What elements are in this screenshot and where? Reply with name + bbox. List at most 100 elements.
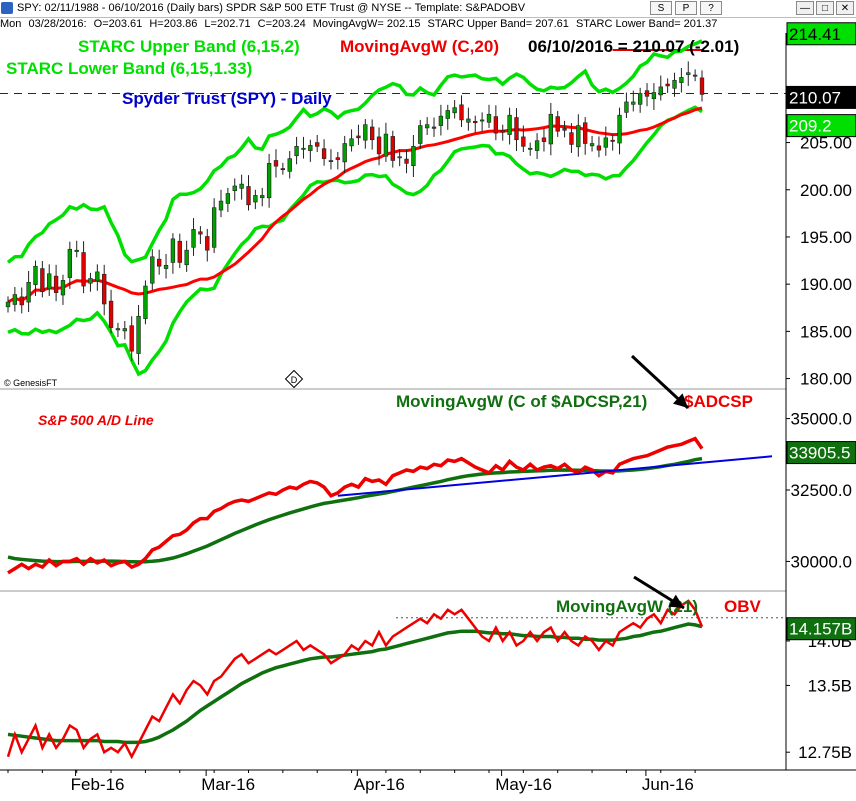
candle-body (569, 132, 574, 145)
obv-last-value-label-box (786, 617, 856, 641)
readout-day: Mon (0, 18, 22, 30)
candle-body (5, 301, 11, 308)
candle-body (88, 278, 93, 284)
candle-body (260, 195, 265, 199)
candle-body (47, 273, 52, 290)
candle-body (143, 285, 148, 319)
last-price-value-label: 210.07 (789, 88, 841, 107)
candle-body (679, 77, 684, 83)
candle-body (335, 157, 340, 160)
candle-body (665, 83, 670, 87)
candle-body (294, 146, 299, 157)
y-tick-label: 32500.0 (791, 481, 852, 500)
legend-upper-band: STARC Upper Band (6,15,2) (78, 37, 300, 56)
candle-body (631, 101, 636, 105)
lower-band-value-label: 209.2 (789, 117, 832, 136)
candle-body (486, 113, 492, 123)
x-tick-label: Apr-16 (354, 775, 405, 794)
candle-body (514, 117, 519, 141)
candle-body (459, 104, 464, 121)
candle-body (541, 137, 547, 142)
p-button[interactable]: P (675, 1, 697, 15)
candle-body (321, 148, 327, 159)
readout-high: H=203.86 (149, 18, 198, 30)
ad-arrow (630, 354, 690, 410)
upper-band-value-label: 214.41 (789, 25, 841, 44)
x-axis: Feb-16 Mar-16 Apr-16 May-16 Jun-16 (0, 769, 856, 794)
candle-body (349, 138, 354, 147)
candle-body (603, 137, 608, 148)
candle-body (610, 139, 615, 142)
candle-body (342, 143, 347, 163)
x-tick-label: Jun-16 (642, 775, 694, 794)
candle-body (576, 125, 581, 148)
candle-body (356, 135, 361, 139)
candle-body (583, 122, 588, 144)
candle-body (67, 248, 73, 278)
ad-line-panel (7, 436, 773, 575)
obv-moving-average-line (7, 622, 703, 745)
candle-body (438, 115, 444, 126)
y-tick-label: 12.75B (798, 743, 852, 762)
candle-body (507, 114, 512, 135)
y-tick-label: 30000.0 (791, 552, 852, 571)
candle-body (445, 110, 450, 119)
candle-body (617, 114, 622, 144)
maximize-button[interactable]: □ (816, 1, 834, 15)
arrow-head (668, 594, 684, 608)
minimize-button[interactable]: — (796, 1, 814, 15)
candle-body (33, 265, 38, 285)
window-title: SPY: 02/11/1988 - 06/10/2016 (Daily bars… (17, 2, 526, 14)
candle-body (218, 200, 224, 211)
candle-body (534, 140, 540, 151)
candle-body (363, 124, 368, 141)
candle-body (136, 315, 141, 354)
candle-body (370, 126, 375, 141)
legend-obv: OBV (724, 597, 762, 616)
candle-body (19, 296, 24, 306)
candle-body (170, 238, 176, 263)
data-readout-bar: Mon 03/28/2016: O=203.61 H=203.86 L=202.… (0, 18, 856, 32)
candle-body (699, 77, 705, 95)
candle-body (637, 93, 643, 105)
candle-body (624, 101, 629, 113)
genesis-watermark: © GenesisFT (4, 378, 58, 388)
chart-labels: STARC Upper Band (6,15,2) MovingAvgW (C,… (4, 37, 762, 616)
candle-body (122, 328, 127, 332)
candle-body (211, 207, 217, 248)
candle-body (431, 126, 437, 129)
candle-body (198, 231, 203, 235)
readout-open: O=203.61 (93, 18, 143, 30)
s-button[interactable]: S (650, 1, 672, 15)
arrow-head (672, 393, 688, 408)
candle-body (12, 294, 18, 305)
close-button[interactable]: ✕ (836, 1, 854, 15)
candle-body (287, 158, 292, 172)
last-price-value-label-box (786, 85, 856, 109)
candle-body (686, 72, 691, 75)
candle-body (177, 240, 182, 263)
candle-body (411, 146, 416, 166)
legend-moving-avg: MovingAvgW (C,20) (340, 37, 499, 56)
price-readout: 06/10/2016 = 210.07 (-2.01) (528, 37, 739, 56)
candle-body (102, 273, 107, 305)
legend-adcsp: $ADCSP (684, 392, 753, 411)
upper-band-value-label-box (786, 22, 856, 46)
candle-body (308, 145, 313, 151)
candle-body (246, 186, 251, 206)
candle-body (108, 300, 114, 328)
annotation-arrows (630, 354, 690, 610)
candle-body (404, 158, 409, 164)
lower-band-value-box (786, 114, 856, 138)
help-button[interactable]: ? (700, 1, 722, 15)
candle-body (424, 124, 430, 129)
candle-body (205, 236, 210, 251)
ad-trendline (337, 455, 773, 497)
ad-line (7, 436, 704, 575)
legend-lower-band: STARC Lower Band (6,15,1.33) (6, 59, 252, 78)
readout-upper-band: STARC Upper Band= 207.61 (427, 18, 569, 30)
ad-last-value-label-box (786, 441, 856, 465)
candle-body (191, 229, 196, 248)
candle-body (473, 121, 478, 124)
